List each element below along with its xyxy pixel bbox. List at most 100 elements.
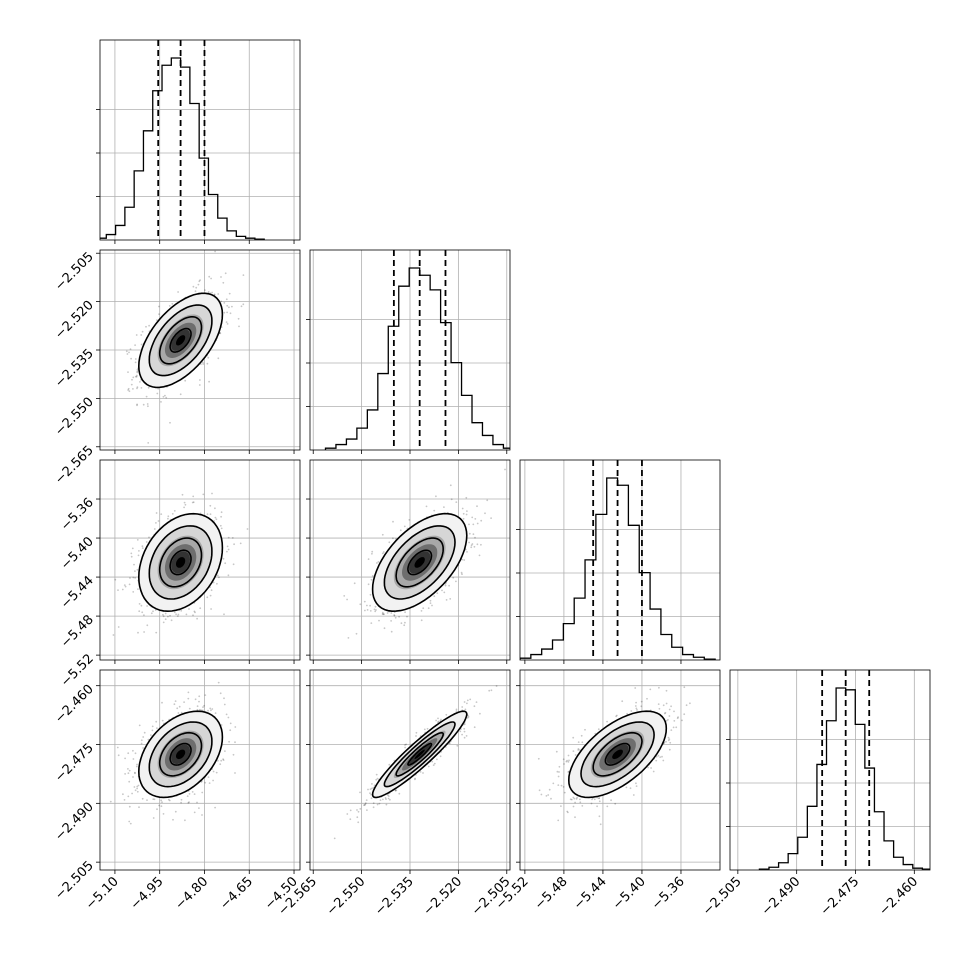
scatter-point xyxy=(566,759,568,762)
scatter-point xyxy=(195,286,198,289)
scatter-point xyxy=(209,513,212,516)
scatter-point xyxy=(378,619,380,622)
scatter-point xyxy=(357,810,360,813)
scatter-point xyxy=(140,387,143,389)
scatter-point xyxy=(663,712,666,715)
scatter-point xyxy=(598,800,601,803)
scatter-point xyxy=(557,775,560,778)
scatter-point xyxy=(124,757,126,760)
scatter-point xyxy=(393,614,396,617)
scatter-point xyxy=(550,797,552,800)
scatter-point xyxy=(132,591,135,593)
scatter-point xyxy=(216,582,218,585)
scatter-point xyxy=(387,797,390,800)
scatter-point xyxy=(476,543,479,546)
scatter-point xyxy=(173,510,176,512)
scatter-point xyxy=(364,803,367,806)
scatter-point xyxy=(598,797,600,799)
scatter-point xyxy=(128,820,131,823)
scatter-point xyxy=(234,726,237,728)
scatter-point xyxy=(677,716,679,718)
scatter-point xyxy=(227,548,230,551)
scatter-point xyxy=(132,376,135,379)
scatter-point xyxy=(191,791,194,793)
scatter-point xyxy=(472,533,475,536)
scatter-point xyxy=(202,363,205,365)
scatter-point xyxy=(597,728,600,731)
scatter-point xyxy=(156,727,158,729)
y-tick-label-3-2: −2.475 xyxy=(52,741,97,786)
scatter-point xyxy=(449,484,452,487)
scatter-point xyxy=(371,552,373,555)
scatter-point xyxy=(220,527,223,530)
scatter-point xyxy=(194,698,197,701)
scatter-point xyxy=(140,334,143,336)
scatter-point xyxy=(164,618,167,621)
scatter-point xyxy=(448,742,451,744)
scatter-point xyxy=(180,711,183,714)
scatter-point xyxy=(579,801,582,804)
scatter-point xyxy=(432,764,435,766)
scatter-point xyxy=(406,615,408,618)
scatter-point xyxy=(210,709,212,712)
scatter-point xyxy=(188,801,190,804)
scatter-point xyxy=(537,757,540,760)
scatter-point xyxy=(136,785,139,788)
scatter-point xyxy=(127,389,129,391)
scatter-point xyxy=(363,600,366,603)
scatter-point xyxy=(425,505,428,508)
scatter-point xyxy=(437,717,439,720)
scatter-point xyxy=(658,686,660,689)
scatter-point xyxy=(567,761,570,763)
scatter-point xyxy=(346,598,348,601)
scatter-point xyxy=(435,495,437,498)
scatter-point xyxy=(404,744,406,746)
scatter-point xyxy=(224,750,226,752)
scatter-point xyxy=(467,716,470,718)
scatter-point xyxy=(136,568,139,571)
scatter-point xyxy=(194,290,197,293)
scatter-point xyxy=(177,613,180,616)
contour-2 xyxy=(148,721,213,788)
scatter-point xyxy=(427,607,430,610)
scatter-point xyxy=(461,507,464,510)
scatter-point xyxy=(563,791,566,794)
scatter-point xyxy=(175,613,178,616)
scatter-point xyxy=(579,798,581,801)
scatter-point xyxy=(475,701,478,703)
scatter-point xyxy=(437,720,440,723)
scatter-point xyxy=(185,613,188,616)
scatter-point xyxy=(129,822,132,825)
scatter-point xyxy=(152,610,154,613)
y-tick-label-2-4: −5.36 xyxy=(58,495,97,534)
scatter-point xyxy=(419,771,422,773)
scatter-point xyxy=(223,697,225,700)
scatter-point xyxy=(652,770,655,773)
scatter-point xyxy=(473,545,476,548)
scatter-point xyxy=(134,577,137,579)
scatter-point xyxy=(226,545,229,548)
scatter-point xyxy=(193,610,196,613)
scatter-point xyxy=(433,595,436,598)
scatter-point xyxy=(655,759,658,762)
contour-3 xyxy=(371,710,468,799)
scatter-point xyxy=(650,767,652,769)
scatter-point xyxy=(433,762,436,765)
scatter-point xyxy=(137,554,140,557)
scatter-point xyxy=(461,706,464,708)
scatter-point xyxy=(225,298,228,301)
scatter-point xyxy=(117,754,120,757)
scatter-point xyxy=(192,614,194,617)
scatter-point xyxy=(635,785,638,787)
scatter-point xyxy=(136,387,138,390)
scatter-point xyxy=(184,819,186,822)
scatter-point xyxy=(215,771,218,774)
scatter-point xyxy=(581,741,584,744)
scatter-point xyxy=(675,726,678,729)
scatter-point xyxy=(398,615,400,618)
scatter-point xyxy=(445,599,448,601)
scatter-point xyxy=(141,797,144,800)
scatter-point xyxy=(198,708,201,711)
scatter-point xyxy=(371,787,373,790)
scatter-point xyxy=(141,545,144,548)
